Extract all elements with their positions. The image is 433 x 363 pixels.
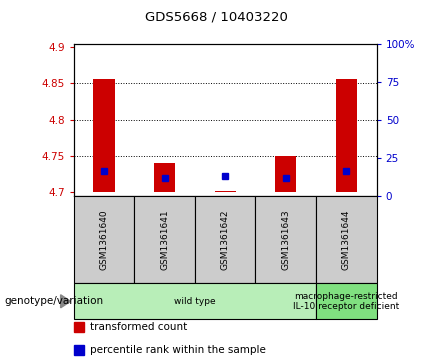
Text: GSM1361642: GSM1361642	[221, 209, 229, 270]
Text: GSM1361644: GSM1361644	[342, 209, 351, 270]
Bar	[94, 79, 114, 192]
Text: macrophage-restricted
IL-10 receptor deficient: macrophage-restricted IL-10 receptor def…	[293, 291, 400, 311]
Text: GDS5668 / 10403220: GDS5668 / 10403220	[145, 11, 288, 24]
Bar	[214, 191, 236, 192]
Bar	[275, 156, 296, 192]
Bar	[336, 79, 357, 192]
Text: wild type: wild type	[174, 297, 216, 306]
Text: transformed count: transformed count	[90, 322, 187, 332]
Text: GSM1361643: GSM1361643	[281, 209, 290, 270]
Text: GSM1361641: GSM1361641	[160, 209, 169, 270]
Text: GSM1361640: GSM1361640	[100, 209, 108, 270]
Text: percentile rank within the sample: percentile rank within the sample	[90, 345, 265, 355]
Text: genotype/variation: genotype/variation	[4, 296, 103, 306]
Bar	[154, 163, 175, 192]
